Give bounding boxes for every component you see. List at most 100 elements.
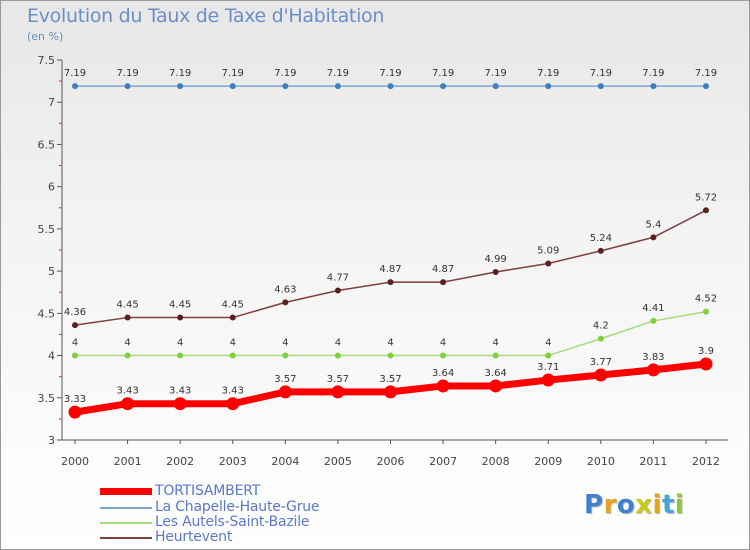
data-label: 7.19 xyxy=(485,68,507,79)
y-tick-label: 4.5 xyxy=(38,307,56,320)
data-point xyxy=(597,247,604,254)
y-tick-label: 5 xyxy=(48,265,55,278)
data-label: 3.9 xyxy=(698,346,714,357)
logo-letter: i xyxy=(674,490,685,520)
data-label: 4.36 xyxy=(64,307,86,318)
data-label: 7.19 xyxy=(379,68,401,79)
data-label: 4 xyxy=(230,338,236,349)
x-tick-label: 2007 xyxy=(429,455,457,468)
data-point xyxy=(334,287,341,294)
data-label: 3.43 xyxy=(169,386,191,397)
data-label: 3.83 xyxy=(642,352,664,363)
data-point xyxy=(545,83,552,90)
y-tick-label: 5.5 xyxy=(38,223,56,236)
x-tick-label: 2003 xyxy=(219,455,247,468)
data-label: 3.43 xyxy=(116,386,138,397)
chart-title: Evolution du Taux de Taxe d'Habitation xyxy=(27,5,385,27)
legend-label: Les Autels-Saint-Bazile xyxy=(155,514,310,530)
y-tick-label: 7 xyxy=(48,96,55,109)
data-label: 4 xyxy=(440,338,446,349)
data-label: 7.19 xyxy=(695,68,717,79)
data-point xyxy=(177,314,184,321)
data-label: 3.33 xyxy=(64,394,86,405)
x-tick-label: 2002 xyxy=(166,455,194,468)
y-tick-label: 7.5 xyxy=(38,54,56,67)
data-label: 5.72 xyxy=(695,192,717,203)
data-point xyxy=(229,352,236,359)
x-tick-label: 2000 xyxy=(61,455,89,468)
data-label: 3.57 xyxy=(327,374,349,385)
data-point xyxy=(436,379,450,393)
legend-swatch xyxy=(100,507,152,509)
data-label: 4.45 xyxy=(116,300,138,311)
data-point xyxy=(278,385,292,399)
data-label: 4.41 xyxy=(642,303,664,314)
data-label: 4 xyxy=(72,338,78,349)
logo-letter: x xyxy=(635,490,653,520)
data-point xyxy=(489,379,503,393)
y-tick-label: 4 xyxy=(48,350,55,363)
x-tick-label: 2009 xyxy=(534,455,562,468)
data-labels: 7.19 7.19 7.19 7.19 7.19 7.19 7.19 7.19 7.19 7.19… xyxy=(64,68,717,405)
data-point xyxy=(121,397,135,411)
data-point xyxy=(384,385,397,399)
unit-label: (en %) xyxy=(27,30,64,43)
data-point xyxy=(703,83,709,90)
data-point xyxy=(124,314,131,321)
data-label: 4 xyxy=(492,338,498,349)
y-tick-label: 3.5 xyxy=(38,392,56,405)
data-point xyxy=(703,207,709,214)
legend-label: Heurtevent xyxy=(155,529,233,545)
data-point xyxy=(124,352,131,359)
x-tick-label: 2004 xyxy=(271,455,299,468)
data-label: 4.2 xyxy=(593,321,609,332)
logo-letter: o xyxy=(616,490,636,520)
data-point xyxy=(646,363,660,377)
axes: 3 3.5 4 4.5 5 5.5 6 6.5 7 7.5 2000 2001 2002 2003 2004… xyxy=(38,54,728,468)
data-point xyxy=(177,352,184,359)
data-point xyxy=(703,308,709,315)
x-tick-label: 2011 xyxy=(639,455,667,468)
x-tick-label: 2006 xyxy=(377,455,405,468)
x-tick-label: 2005 xyxy=(324,455,352,468)
data-label: 3.77 xyxy=(590,357,612,368)
data-point xyxy=(226,397,240,411)
data-point xyxy=(650,83,657,90)
proxiti-logo: Proxiti xyxy=(584,490,684,520)
series-markers xyxy=(68,83,713,419)
data-label: 4 xyxy=(387,338,393,349)
data-label: 7.19 xyxy=(116,68,138,79)
logo-letter: i xyxy=(652,490,662,520)
data-label: 5.4 xyxy=(645,219,661,230)
logo-letter: P xyxy=(584,490,604,520)
data-label: 3.57 xyxy=(274,374,296,385)
data-point xyxy=(229,314,236,321)
x-tick-label: 2008 xyxy=(482,455,510,468)
x-tick-label: 2012 xyxy=(692,455,720,468)
data-point xyxy=(492,352,499,359)
data-point xyxy=(545,260,552,267)
data-label: 4.87 xyxy=(379,264,401,275)
data-label: 4.87 xyxy=(432,264,454,275)
data-label: 4.45 xyxy=(222,300,244,311)
data-point xyxy=(440,279,447,286)
data-point xyxy=(545,352,552,359)
data-point xyxy=(597,335,604,342)
data-label: 3.64 xyxy=(485,368,507,379)
x-tick-label: 2001 xyxy=(114,455,142,468)
data-point xyxy=(387,352,394,359)
data-point xyxy=(597,83,604,90)
data-point xyxy=(541,373,555,387)
data-label: 4.45 xyxy=(169,300,191,311)
data-point xyxy=(72,352,78,359)
data-point xyxy=(124,83,131,90)
data-label: 7.19 xyxy=(169,68,191,79)
data-point xyxy=(334,83,341,90)
data-point xyxy=(594,368,608,382)
data-label: 7.19 xyxy=(274,68,296,79)
data-label: 7.19 xyxy=(222,68,244,79)
data-point xyxy=(440,352,447,359)
data-label: 7.19 xyxy=(537,68,559,79)
